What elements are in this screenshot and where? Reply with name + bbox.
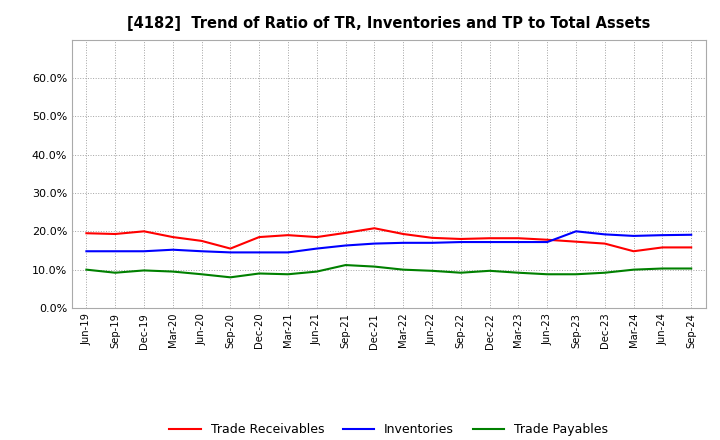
Trade Payables bbox=[255, 271, 264, 276]
Trade Receivables bbox=[255, 235, 264, 240]
Trade Receivables bbox=[428, 235, 436, 241]
Inventories bbox=[370, 241, 379, 246]
Trade Payables bbox=[312, 269, 321, 274]
Trade Payables bbox=[514, 270, 523, 275]
Trade Receivables bbox=[485, 235, 494, 241]
Inventories bbox=[312, 246, 321, 251]
Trade Payables bbox=[82, 267, 91, 272]
Inventories bbox=[197, 249, 206, 254]
Inventories bbox=[543, 239, 552, 245]
Trade Receivables bbox=[629, 249, 638, 254]
Inventories bbox=[226, 250, 235, 255]
Line: Inventories: Inventories bbox=[86, 231, 691, 253]
Trade Receivables bbox=[168, 235, 177, 240]
Trade Payables bbox=[543, 271, 552, 277]
Inventories bbox=[341, 243, 350, 248]
Trade Payables bbox=[456, 270, 465, 275]
Trade Payables bbox=[399, 267, 408, 272]
Inventories bbox=[485, 239, 494, 245]
Trade Receivables bbox=[543, 237, 552, 242]
Trade Payables bbox=[197, 271, 206, 277]
Trade Payables bbox=[658, 266, 667, 271]
Inventories bbox=[514, 239, 523, 245]
Trade Receivables bbox=[399, 231, 408, 237]
Inventories bbox=[284, 250, 292, 255]
Trade Receivables bbox=[370, 226, 379, 231]
Inventories bbox=[111, 249, 120, 254]
Inventories bbox=[572, 229, 580, 234]
Inventories bbox=[456, 239, 465, 245]
Trade Payables bbox=[226, 275, 235, 280]
Inventories bbox=[600, 232, 609, 237]
Trade Payables bbox=[111, 270, 120, 275]
Legend: Trade Receivables, Inventories, Trade Payables: Trade Receivables, Inventories, Trade Pa… bbox=[164, 418, 613, 440]
Trade Receivables bbox=[658, 245, 667, 250]
Trade Receivables bbox=[111, 231, 120, 237]
Inventories bbox=[658, 232, 667, 238]
Trade Receivables bbox=[284, 232, 292, 238]
Trade Payables bbox=[370, 264, 379, 269]
Trade Receivables bbox=[82, 231, 91, 236]
Inventories bbox=[629, 233, 638, 238]
Trade Receivables bbox=[341, 230, 350, 235]
Inventories bbox=[687, 232, 696, 238]
Trade Payables bbox=[284, 271, 292, 277]
Trade Payables bbox=[600, 270, 609, 275]
Trade Payables bbox=[572, 271, 580, 277]
Inventories bbox=[168, 247, 177, 253]
Trade Payables bbox=[341, 262, 350, 268]
Trade Receivables bbox=[312, 235, 321, 240]
Inventories bbox=[428, 240, 436, 246]
Trade Receivables bbox=[600, 241, 609, 246]
Trade Payables bbox=[168, 269, 177, 274]
Line: Trade Payables: Trade Payables bbox=[86, 265, 691, 277]
Inventories bbox=[255, 250, 264, 255]
Trade Payables bbox=[687, 266, 696, 271]
Inventories bbox=[82, 249, 91, 254]
Trade Receivables bbox=[514, 235, 523, 241]
Line: Trade Receivables: Trade Receivables bbox=[86, 228, 691, 251]
Trade Payables bbox=[485, 268, 494, 273]
Title: [4182]  Trend of Ratio of TR, Inventories and TP to Total Assets: [4182] Trend of Ratio of TR, Inventories… bbox=[127, 16, 650, 32]
Trade Payables bbox=[428, 268, 436, 273]
Trade Receivables bbox=[197, 238, 206, 244]
Inventories bbox=[399, 240, 408, 246]
Inventories bbox=[140, 249, 148, 254]
Trade Payables bbox=[140, 268, 148, 273]
Trade Receivables bbox=[456, 236, 465, 242]
Trade Receivables bbox=[226, 246, 235, 251]
Trade Payables bbox=[629, 267, 638, 272]
Trade Receivables bbox=[687, 245, 696, 250]
Trade Receivables bbox=[140, 229, 148, 234]
Trade Receivables bbox=[572, 239, 580, 244]
